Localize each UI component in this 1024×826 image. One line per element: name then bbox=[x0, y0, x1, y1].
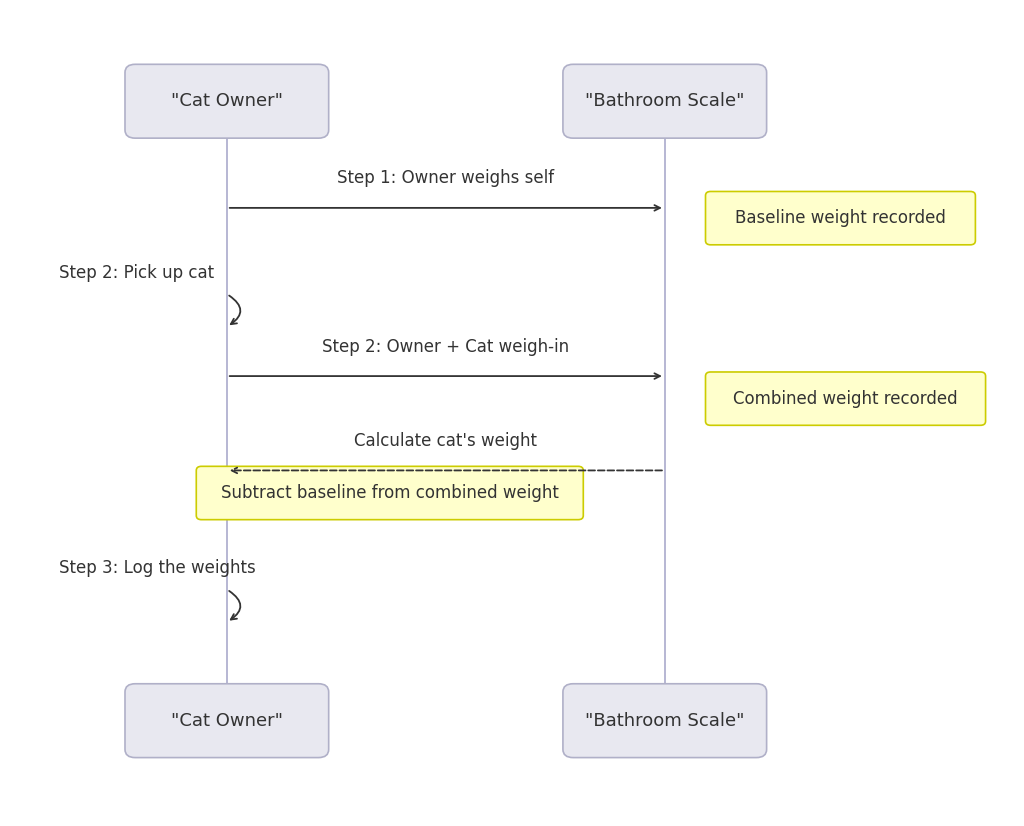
FancyBboxPatch shape bbox=[197, 467, 584, 520]
Text: Subtract baseline from combined weight: Subtract baseline from combined weight bbox=[221, 484, 559, 502]
FancyBboxPatch shape bbox=[706, 192, 976, 244]
Text: Baseline weight recorded: Baseline weight recorded bbox=[735, 209, 946, 227]
Text: Step 1: Owner weighs self: Step 1: Owner weighs self bbox=[337, 169, 554, 188]
FancyBboxPatch shape bbox=[125, 64, 329, 138]
Text: "Cat Owner": "Cat Owner" bbox=[171, 93, 283, 110]
Text: Step 3: Log the weights: Step 3: Log the weights bbox=[58, 559, 256, 577]
Text: "Bathroom Scale": "Bathroom Scale" bbox=[585, 93, 744, 110]
Text: "Bathroom Scale": "Bathroom Scale" bbox=[585, 712, 744, 729]
FancyBboxPatch shape bbox=[563, 64, 767, 138]
FancyBboxPatch shape bbox=[706, 372, 985, 425]
Text: Calculate cat's weight: Calculate cat's weight bbox=[354, 432, 538, 450]
Text: Step 2: Pick up cat: Step 2: Pick up cat bbox=[58, 263, 214, 282]
Text: Step 2: Owner + Cat weigh-in: Step 2: Owner + Cat weigh-in bbox=[323, 338, 569, 355]
FancyBboxPatch shape bbox=[563, 684, 767, 757]
Text: Combined weight recorded: Combined weight recorded bbox=[733, 390, 957, 408]
FancyBboxPatch shape bbox=[125, 684, 329, 757]
Text: "Cat Owner": "Cat Owner" bbox=[171, 712, 283, 729]
